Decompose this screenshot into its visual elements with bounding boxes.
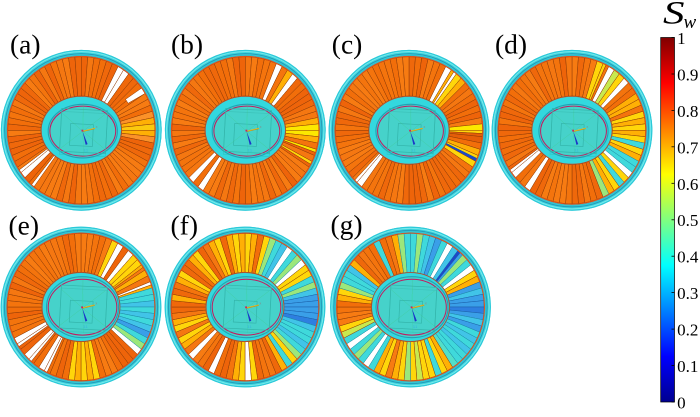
svg-text:0.9: 0.9 <box>677 66 698 85</box>
svg-text:0: 0 <box>677 394 686 413</box>
svg-text:3.1: 3.1 <box>411 148 416 152</box>
svg-text:S: S <box>663 0 685 32</box>
svg-text:(g): (g) <box>331 209 363 240</box>
svg-text:0.6: 0.6 <box>677 175 698 194</box>
svg-text:(e): (e) <box>9 210 40 241</box>
svg-text:3.1: 3.1 <box>84 148 89 152</box>
svg-text:(d): (d) <box>495 29 527 60</box>
svg-text:x: x <box>260 302 262 306</box>
svg-text:1: 1 <box>677 29 686 48</box>
svg-text:3.1: 3.1 <box>248 148 253 152</box>
svg-text:0.2: 0.2 <box>677 321 698 340</box>
svg-text:3.1: 3.1 <box>83 325 88 329</box>
svg-text:3.1: 3.1 <box>413 325 418 329</box>
svg-text:0.8: 0.8 <box>677 102 698 121</box>
svg-text:0.5: 0.5 <box>677 211 698 230</box>
svg-text:x: x <box>96 302 98 306</box>
svg-text:3.1: 3.1 <box>247 325 252 329</box>
svg-text:x: x <box>424 125 426 129</box>
svg-text:x: x <box>96 125 98 129</box>
svg-text:0.7: 0.7 <box>677 138 699 157</box>
svg-text:w: w <box>684 12 697 33</box>
svg-text:(f): (f) <box>171 210 198 241</box>
svg-text:(a): (a) <box>10 29 41 60</box>
svg-text:0.1: 0.1 <box>677 357 698 376</box>
svg-text:0.4: 0.4 <box>677 248 699 267</box>
svg-text:(c): (c) <box>332 29 363 60</box>
svg-text:(b): (b) <box>171 29 203 60</box>
svg-text:0.3: 0.3 <box>677 284 698 303</box>
svg-text:x: x <box>260 125 262 129</box>
svg-text:x: x <box>425 302 427 306</box>
svg-text:3.1: 3.1 <box>574 148 579 152</box>
svg-text:x: x <box>587 125 589 129</box>
